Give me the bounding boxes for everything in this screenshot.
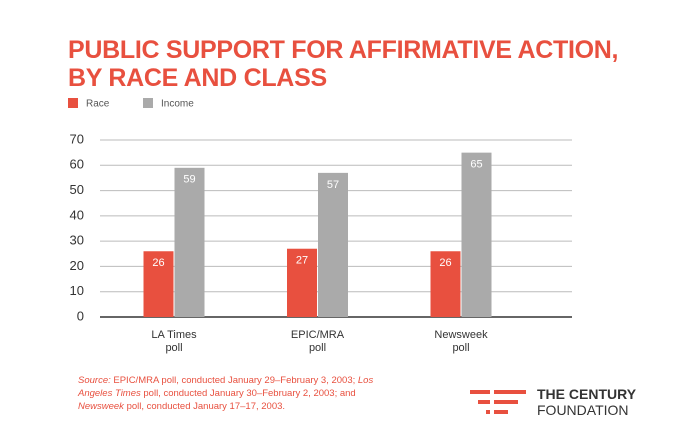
source-text: Los Angeles Times	[78, 375, 374, 399]
legend-label: Income	[161, 99, 194, 110]
source-note: Source: EPIC/MRA poll, conducted January…	[78, 374, 398, 413]
source-text: Newsweek	[78, 401, 124, 412]
bar	[287, 248, 317, 317]
bar	[430, 251, 461, 317]
source-text: EPIC/MRA poll, conducted January 29–Febr…	[110, 375, 358, 386]
y-tick-label: 70	[70, 131, 84, 146]
legend-label: Race	[86, 99, 110, 110]
y-tick-label: 50	[70, 182, 84, 197]
y-tick-label: 0	[77, 308, 84, 323]
value-label: 26	[439, 257, 451, 269]
x-tick-label: Newsweek poll	[434, 329, 488, 354]
value-label: 57	[327, 179, 339, 191]
logo-icon	[470, 390, 526, 414]
legend-swatch	[143, 98, 153, 108]
logo-text: FOUNDATION	[537, 402, 629, 418]
value-label: 26	[152, 257, 164, 269]
value-label: 65	[470, 159, 482, 171]
source-text: poll, conducted January 30–February 2, 2…	[140, 388, 356, 399]
chart-title: PUBLIC SUPPORT FOR AFFIRMATIVE ACTION, B…	[68, 36, 619, 92]
source-text: Source:	[78, 375, 111, 386]
legend-swatch	[68, 98, 78, 108]
logo-text: THE CENTURY	[537, 386, 637, 402]
y-tick-label: 40	[70, 207, 84, 222]
bar	[461, 152, 492, 317]
x-tick-label: LA Times poll	[151, 329, 197, 354]
bar	[318, 172, 348, 317]
value-label: 59	[183, 174, 195, 186]
logo: THE CENTURY FOUNDATION	[537, 386, 636, 418]
value-label: 27	[296, 255, 308, 267]
y-tick-label: 30	[70, 233, 84, 248]
y-tick-label: 20	[70, 258, 84, 273]
bar	[174, 167, 205, 317]
x-tick-label: EPIC/MRA poll	[290, 329, 345, 354]
y-tick-label: 10	[70, 283, 84, 298]
bar	[143, 251, 174, 317]
source-text: poll, conducted January 17–17, 2003.	[123, 401, 286, 412]
y-tick-label: 60	[70, 157, 84, 172]
